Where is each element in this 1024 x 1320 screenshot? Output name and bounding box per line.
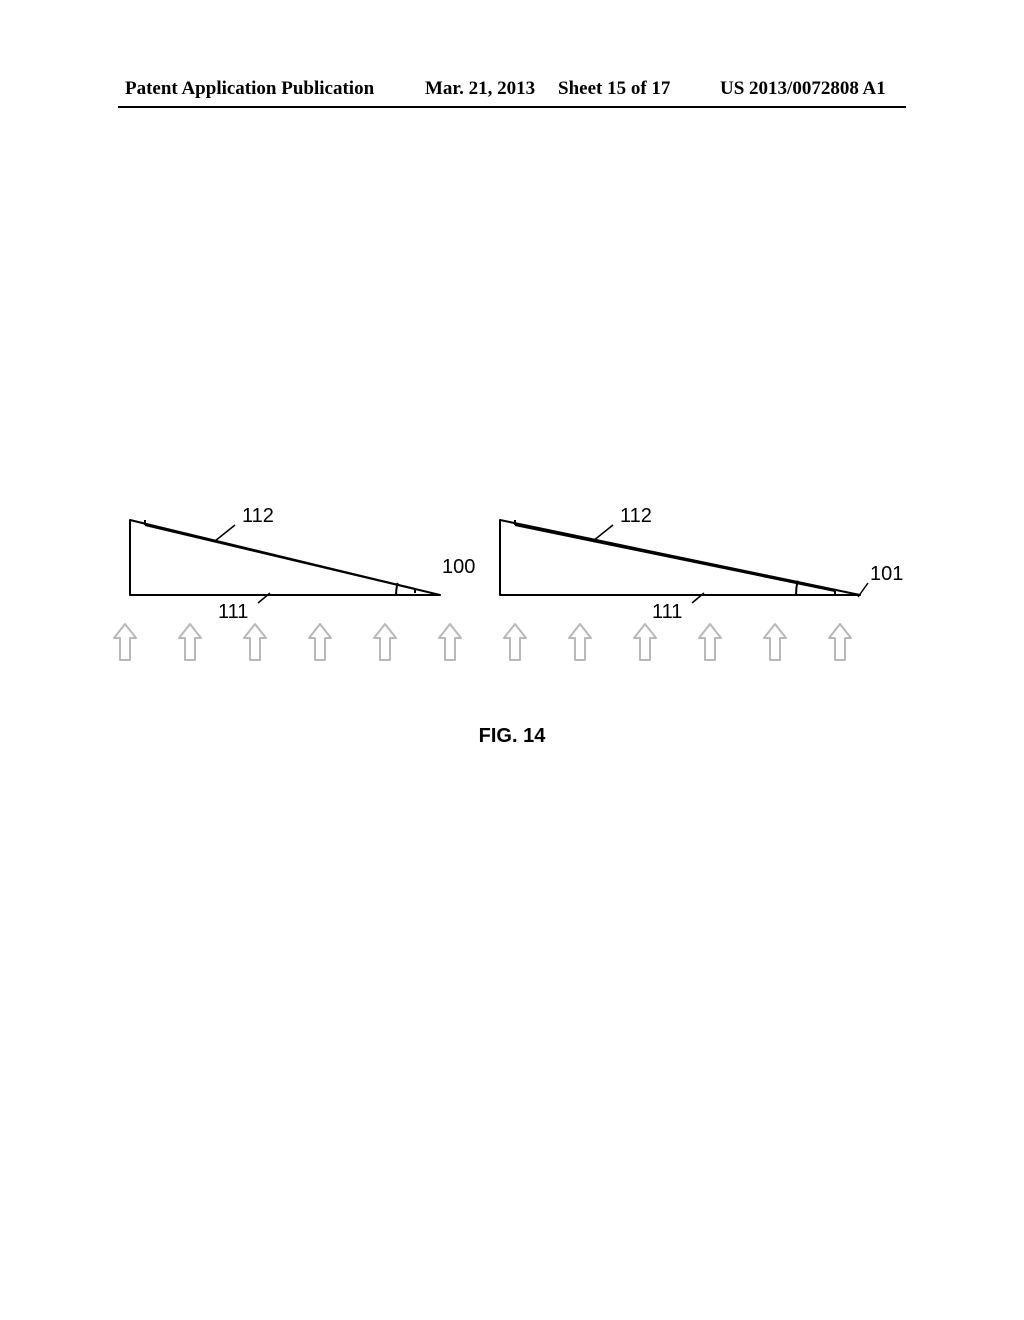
up-arrow-icon: [699, 624, 721, 660]
up-arrow-icon: [569, 624, 591, 660]
ref-num-111-left: 111: [218, 601, 248, 623]
up-arrow-icon: [179, 624, 201, 660]
up-arrow-icon: [829, 624, 851, 660]
wedge-left-inner-line: [145, 525, 415, 589]
up-arrow-icon: [764, 624, 786, 660]
angle-arc-left: [396, 583, 398, 595]
header-sheet: Sheet 15 of 17: [558, 78, 670, 100]
up-arrow-icon: [114, 624, 136, 660]
up-arrow-icon: [439, 624, 461, 660]
figure-label: FIG. 14: [0, 725, 1024, 748]
up-arrow-icon: [309, 624, 331, 660]
up-arrow-icon: [374, 624, 396, 660]
wedge-right-inner-line: [515, 525, 835, 591]
wedge-right: [500, 520, 860, 595]
header-date: Mar. 21, 2013: [425, 78, 535, 100]
up-arrow-icon: [244, 624, 266, 660]
figure-diagram: 100 112 111 101 112 111: [100, 470, 924, 690]
angle-label-left: 100: [442, 556, 475, 578]
header-rule: [118, 106, 906, 108]
ref-num-112-left: 112: [242, 505, 274, 527]
angle-label-right: 101: [870, 563, 903, 585]
angle-label-right-leader: [858, 583, 868, 597]
ref-num-112-right: 112: [620, 505, 652, 527]
up-arrow-icon: [504, 624, 526, 660]
ref-leader-right-0: [593, 525, 613, 541]
header-patent-no: US 2013/0072808 A1: [720, 78, 886, 100]
ref-leader-left-0: [215, 525, 235, 541]
header-publication: Patent Application Publication: [125, 78, 374, 100]
angle-arc-right: [796, 581, 798, 595]
ref-num-111-right: 111: [652, 601, 682, 623]
up-arrow-icon: [634, 624, 656, 660]
